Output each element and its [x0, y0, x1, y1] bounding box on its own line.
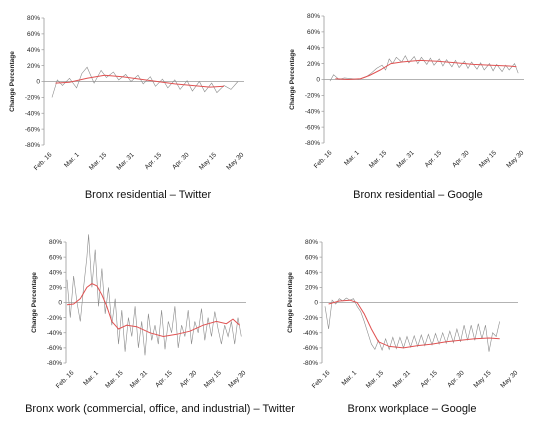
chart-title: Bronx residential – Google	[353, 189, 483, 201]
y-tick-label: 60%	[305, 254, 318, 261]
x-tick-label: Apr. 30	[179, 369, 199, 389]
x-tick-label: Apr. 15	[424, 149, 444, 169]
y-tick-label: 0	[314, 300, 318, 307]
y-tick-label: -60%	[303, 345, 318, 352]
x-tick-label: Feb. 16	[311, 369, 332, 390]
x-tick-label: Mar. 31	[395, 149, 416, 170]
x-tick-label: May 15	[198, 151, 218, 171]
y-tick-label: 80%	[305, 239, 318, 246]
x-tick-label: Apr. 30	[446, 369, 466, 389]
y-tick-label: -40%	[25, 110, 40, 117]
y-tick-label: -80%	[305, 140, 320, 147]
x-tick-label: Mar. 15	[104, 369, 125, 390]
y-tick-label: 20%	[27, 63, 40, 70]
x-tick-label: Feb. 16	[33, 151, 54, 172]
x-tick-label: Mar. 1	[343, 149, 361, 167]
y-axis-label: Change Percentage	[289, 49, 296, 110]
y-tick-label: -40%	[47, 330, 62, 337]
y-tick-label: -80%	[25, 142, 40, 149]
y-tick-label: -80%	[303, 360, 318, 367]
chart-panel-1: 80% 60% 40% 20% 0 -20% -40% -60% -80% Change Perc…	[9, 15, 246, 201]
y-tick-label: -60%	[47, 345, 62, 352]
x-tick-label: Mar. 1	[82, 369, 100, 387]
trend-line	[55, 74, 225, 88]
y-tick-label: -20%	[47, 315, 62, 322]
y-tick-label: 40%	[27, 47, 40, 54]
x-tick-label: May 30	[499, 369, 519, 389]
y-tick-label: 60%	[307, 29, 320, 36]
x-tick-label: Mar. 31	[129, 369, 150, 390]
x-tick-label: Mar. 15	[88, 151, 109, 172]
raw-series-line	[329, 55, 519, 82]
x-tick-label: Mar. 1	[341, 369, 359, 387]
trend-line	[335, 59, 517, 81]
y-tick-label: -80%	[47, 360, 62, 367]
x-tick-label: Feb. 16	[313, 149, 334, 170]
y-tick-label: 60%	[49, 254, 62, 261]
y-tick-label: 0	[58, 300, 62, 307]
y-tick-label: 60%	[27, 31, 40, 38]
y-axis-label: Change Percentage	[31, 272, 38, 333]
y-tick-label: 40%	[305, 269, 318, 276]
y-tick-label: 20%	[49, 285, 62, 292]
y-tick-label: -40%	[303, 330, 318, 337]
y-tick-label: -40%	[305, 108, 320, 115]
x-tick-label: Mar. 15	[365, 369, 386, 390]
chart-title: Bronx residential – Twitter	[85, 189, 212, 201]
y-tick-label: 80%	[49, 239, 62, 246]
raw-series-line	[51, 66, 239, 98]
y-tick-label: -20%	[303, 315, 318, 322]
x-tick-label: Mar. 31	[392, 369, 413, 390]
x-tick-label: Apr. 15	[419, 369, 439, 389]
y-tick-label: -60%	[305, 124, 320, 131]
y-tick-label: 40%	[49, 269, 62, 276]
x-tick-label: Apr. 30	[171, 151, 191, 171]
x-tick-label: Mar. 1	[63, 151, 81, 169]
y-tick-label: 0	[36, 79, 40, 86]
raw-series-line	[324, 297, 500, 352]
x-tick-label: Apr. 30	[451, 149, 471, 169]
chart-title: Bronx work (commercial, office, and indu…	[25, 403, 295, 415]
x-tick-label: May 15	[203, 369, 223, 389]
y-tick-label: -20%	[305, 93, 320, 100]
x-tick-label: May 30	[505, 149, 525, 169]
y-tick-label: 80%	[27, 15, 40, 22]
raw-series-line	[66, 234, 242, 356]
x-tick-label: May 15	[478, 149, 498, 169]
x-tick-label: Apr. 15	[154, 369, 174, 389]
y-axis-label: Change Percentage	[287, 272, 294, 333]
chart-panel-2: 80% 60% 40% 20% 0 -20% -40% -60% -80% Change Perc…	[289, 13, 526, 201]
x-tick-label: Mar. 31	[115, 151, 136, 172]
chart-panel-4: 80% 60% 40% 20% 0 -20% -40% -60% -80% Change Perc…	[287, 239, 520, 415]
x-tick-label: Mar. 15	[368, 149, 389, 170]
y-tick-label: 40%	[307, 45, 320, 52]
y-tick-label: -20%	[25, 95, 40, 102]
y-tick-label: -60%	[25, 126, 40, 133]
y-tick-label: 20%	[307, 61, 320, 68]
y-tick-label: 20%	[305, 285, 318, 292]
y-tick-label: 0	[316, 77, 320, 84]
x-tick-label: Apr. 15	[144, 151, 164, 171]
x-tick-label: May 30	[227, 369, 247, 389]
x-tick-label: May 30	[225, 151, 245, 171]
trend-line	[66, 283, 241, 338]
chart-title: Bronx workplace – Google	[347, 403, 476, 415]
x-tick-label: Feb. 16	[55, 369, 76, 390]
y-tick-label: 80%	[307, 13, 320, 20]
x-tick-label: May 15	[473, 369, 493, 389]
chart-panel-3: 80% 60% 40% 20% 0 -20% -40% -60% -80% Change Perc…	[25, 234, 295, 415]
trend-line	[328, 299, 500, 349]
y-axis-label: Change Percentage	[9, 51, 16, 112]
